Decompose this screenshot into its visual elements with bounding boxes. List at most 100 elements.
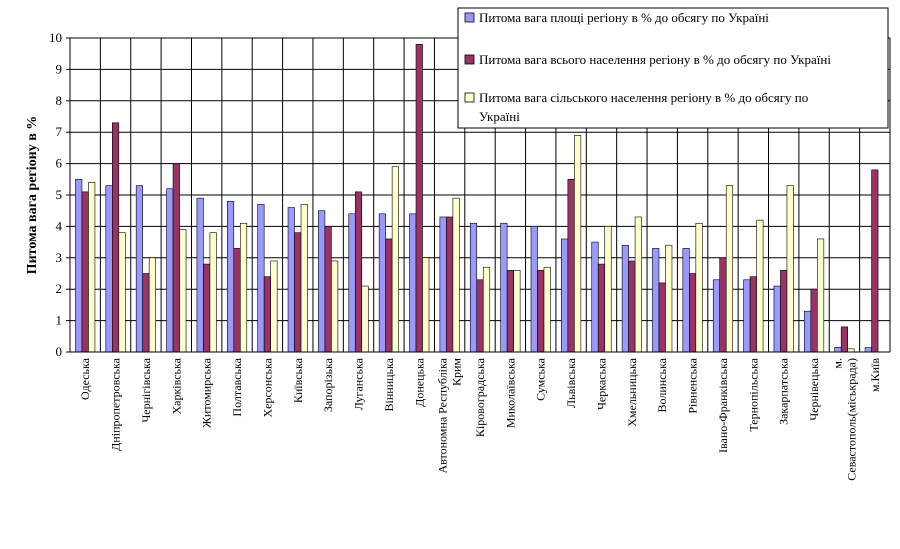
legend-swatch-series-1 — [464, 12, 475, 23]
category-label-line: Рівненська — [686, 357, 700, 413]
y-tick-label: 2 — [56, 281, 63, 296]
category-label-line: Полтавська — [230, 357, 244, 416]
bar-series-3 — [361, 285, 369, 353]
category-label: Кіровоградська — [473, 357, 487, 437]
legend-entry-line: Україні — [479, 109, 520, 124]
category-label-line: Київська — [291, 357, 305, 403]
bar-series-2 — [263, 276, 271, 353]
legend-entry-line: Питома вага площі регіону в % до обсягу … — [479, 10, 769, 25]
bar-series-1 — [469, 222, 478, 353]
legend: Питома вага площі регіону в % до обсягу … — [457, 7, 889, 129]
bar-series-2 — [810, 288, 818, 353]
category-label: Одеська — [78, 357, 92, 400]
bar-series-3 — [391, 166, 399, 353]
category-label-line: Дніпропетровська — [109, 357, 123, 451]
bar-series-3 — [209, 232, 217, 353]
bar-series-1 — [196, 197, 204, 353]
bar-series-1 — [743, 279, 751, 353]
category-label-line: Миколаївська — [503, 357, 517, 428]
category-label: Полтавська — [230, 357, 244, 416]
y-tick-label: 0 — [56, 344, 63, 359]
y-tick-label: 4 — [56, 218, 63, 233]
category-label: Запорізька — [321, 357, 335, 412]
bar-series-3 — [239, 222, 248, 353]
category-label: Закарпатська — [777, 357, 791, 425]
bar-series-2 — [446, 216, 454, 353]
category-label-line: Одеська — [78, 357, 92, 400]
bar-series-2 — [780, 270, 788, 353]
legend-entry-line: Питома вага сільського населення регіону… — [479, 90, 808, 105]
category-label-line: Чернівецька — [807, 357, 821, 420]
bar-series-1 — [257, 204, 265, 353]
category-label-line: Вінницька — [382, 357, 396, 411]
category-label-line: Автономна Республіка — [436, 357, 450, 473]
legend-swatch-series-2 — [464, 54, 475, 65]
bar-series-3 — [118, 232, 126, 353]
bar-series-3 — [482, 266, 491, 353]
category-label-line: Черкаська — [594, 357, 608, 410]
bar-series-2 — [81, 191, 89, 353]
legend-entry-series-2: Питома вага всього населення регіону в %… — [479, 52, 831, 67]
category-label-line: Севастополь(міськрада) — [844, 358, 858, 481]
bar-series-1 — [105, 185, 113, 353]
bar-series-2 — [203, 263, 211, 353]
bar-series-2 — [324, 226, 332, 353]
bar-series-2 — [415, 43, 423, 353]
category-label: Рівненська — [686, 357, 700, 413]
bar-series-1 — [804, 310, 812, 353]
category-label-line: Волинська — [655, 357, 669, 412]
category-label: Черкаська — [594, 357, 608, 410]
bar-series-2 — [597, 263, 606, 353]
category-label: Житомирська — [200, 357, 214, 427]
y-tick-label: 5 — [56, 187, 63, 202]
y-tick-label: 6 — [56, 156, 63, 171]
bar-series-2 — [749, 276, 757, 353]
bar-series-2 — [719, 257, 727, 353]
bar-series-3 — [88, 182, 96, 353]
bar-series-2 — [658, 282, 666, 353]
y-tick-label: 9 — [56, 61, 63, 76]
bar-series-1 — [287, 207, 295, 353]
bar-series-2 — [537, 270, 545, 353]
bar-series-1 — [378, 213, 386, 353]
bar-series-2 — [385, 238, 393, 353]
bar-series-3 — [543, 266, 551, 353]
bar-series-3 — [817, 238, 825, 353]
y-tick-label: 10 — [49, 30, 62, 45]
category-label: Луганська — [352, 357, 366, 410]
legend-box — [457, 7, 889, 129]
y-tick-label: 1 — [56, 313, 63, 328]
category-label: Київська — [291, 357, 305, 403]
legend-swatch-series-3 — [464, 92, 475, 103]
bar-series-1 — [500, 222, 508, 353]
bar-series-1 — [834, 346, 842, 353]
bar-series-2 — [233, 248, 241, 353]
legend-entry-series-3: Питома вага сільського населення регіону… — [479, 90, 808, 124]
bar-series-3 — [604, 226, 612, 353]
category-label: Дніпропетровська — [109, 357, 123, 451]
category-label-line: м. — [830, 358, 844, 369]
category-label-line: Донецька — [412, 357, 426, 406]
bar-series-3 — [452, 197, 460, 353]
category-label: Хмельницька — [625, 357, 639, 426]
bar-series-2 — [567, 179, 575, 353]
bar-series-3 — [574, 135, 582, 353]
legend-entry-series-1: Питома вага площі регіону в % до обсягу … — [479, 10, 769, 25]
category-label-line: Харківська — [169, 357, 183, 414]
bar-series-1 — [591, 241, 599, 353]
y-axis-label: Питома вага регіону в % — [25, 116, 40, 275]
bar-series-3 — [756, 219, 764, 353]
bar-series-3 — [665, 244, 673, 353]
category-label: Вінницька — [382, 357, 396, 411]
category-label: Донецька — [412, 357, 426, 406]
category-label: Сумська — [534, 357, 548, 401]
bar-series-3 — [331, 260, 339, 353]
bar-series-3 — [422, 257, 430, 353]
bar-series-2 — [294, 232, 302, 353]
bar-series-3 — [179, 229, 187, 353]
bar-series-3 — [695, 222, 703, 353]
category-label-line: Запорізька — [321, 357, 335, 412]
bar-series-1 — [773, 285, 781, 353]
bar-series-1 — [348, 213, 356, 353]
category-label: Миколаївська — [503, 357, 517, 428]
